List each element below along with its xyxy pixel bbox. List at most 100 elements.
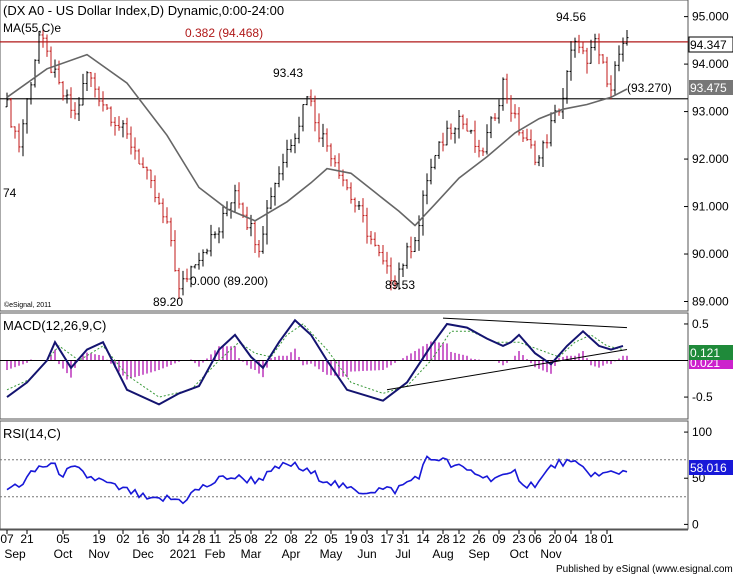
ohlc-bar [473, 120, 477, 153]
ohlc-bar [537, 155, 541, 167]
ohlc-bar [33, 59, 37, 88]
ohlc-bar [133, 137, 137, 160]
ohlc-bar [277, 166, 281, 188]
ohlc-bar [201, 249, 205, 267]
x-tick-label: 28 [436, 532, 450, 546]
x-month-label: Sep [468, 547, 490, 561]
ohlc-bar [5, 92, 9, 108]
annotation-may-low: 89.53 [385, 278, 415, 292]
ohlc-bar [457, 109, 461, 139]
ohlc-bar [25, 98, 29, 134]
ohlc-bar [513, 104, 517, 119]
ohlc-bar [185, 268, 189, 283]
ohlc-bar [449, 123, 453, 140]
ohlc-bar [105, 104, 109, 110]
x-month-label: Sep [4, 547, 26, 561]
ohlc-bar [101, 91, 105, 112]
ohlc-bar [509, 95, 513, 122]
watermark: ©eSignal, 2011 [4, 301, 52, 309]
ohlc-bar [317, 113, 321, 143]
macd-signal-line [6, 323, 624, 398]
x-tick-label: 09 [492, 532, 506, 546]
x-tick-label: 07 [0, 532, 14, 546]
ohlc-bar [121, 120, 125, 138]
ohlc-bar [221, 204, 225, 239]
ohlc-bar [525, 128, 529, 141]
ohlc-bar [613, 61, 617, 95]
ohlc-bar [89, 72, 93, 88]
x-tick-label: 25 [228, 532, 242, 546]
ohlc-bar [389, 257, 393, 291]
ohlc-bar [345, 179, 349, 191]
ohlc-bar [81, 73, 85, 106]
x-tick-label: 30 [156, 532, 170, 546]
x-tick-label: 22 [304, 532, 318, 546]
support-label: (93.270) [627, 81, 672, 95]
ohlc-bar [273, 182, 277, 206]
ohlc-bar [617, 45, 621, 72]
ohlc-bar [373, 232, 377, 247]
ohlc-bar [73, 102, 77, 120]
ohlc-bar [177, 267, 181, 299]
ohlc-bar [217, 227, 221, 244]
ohlc-bar [357, 201, 361, 211]
footer-credit: Published by eSignal (www.esignal.com) [556, 564, 733, 575]
x-tick-label: 05 [324, 532, 338, 546]
x-tick-label: 19 [92, 532, 106, 546]
ohlc-bar [609, 75, 613, 100]
ohlc-bar [293, 133, 297, 154]
ohlc-bar [621, 37, 625, 62]
macd-tag: 0.121 [690, 346, 720, 360]
x-month-label: Jun [357, 547, 376, 561]
ohlc-bar [129, 126, 133, 155]
ohlc-bar [485, 124, 489, 155]
x-month-label: Apr [282, 547, 301, 561]
ohlc-bar [533, 140, 537, 166]
x-month-label: Jul [395, 547, 410, 561]
x-tick-label: 18 [584, 532, 598, 546]
ohlc-bar [165, 207, 169, 224]
ohlc-bar [421, 190, 425, 236]
ohlc-bar [113, 117, 117, 136]
x-month-label: Mar [241, 547, 262, 561]
ohlc-bar [69, 87, 73, 119]
ohlc-bar [29, 81, 33, 105]
price-tick-label: 95.000 [692, 10, 729, 24]
ohlc-bar [369, 230, 373, 245]
x-tick-label: 23 [512, 532, 526, 546]
ohlc-bar [313, 95, 317, 132]
ma-tag: 93.475 [690, 81, 727, 95]
ohlc-bar [37, 31, 41, 64]
ohlc-bar [413, 236, 417, 253]
x-tick-label: 28 [192, 532, 206, 546]
ohlc-bar [261, 226, 265, 254]
ohlc-bar [545, 134, 549, 149]
ohlc-bar [173, 230, 177, 272]
x-tick-label: 06 [528, 532, 542, 546]
x-month-label: Aug [432, 547, 453, 561]
x-tick-label: 22 [264, 532, 278, 546]
x-tick-label: 19 [344, 532, 358, 546]
ohlc-bar [405, 242, 409, 269]
macd-trendline [386, 349, 628, 391]
x-tick-label: 05 [56, 532, 70, 546]
ohlc-bar [265, 200, 269, 245]
x-tick-label: 04 [564, 532, 578, 546]
ohlc-bar [477, 139, 481, 158]
ohlc-bar [61, 81, 65, 101]
price-tick-label: 89.000 [692, 295, 729, 309]
ohlc-bar [541, 140, 545, 168]
ohlc-bar [565, 70, 569, 104]
ohlc-bar [197, 252, 201, 270]
macd-tick-label: 0.5 [692, 317, 709, 331]
ohlc-bar [625, 29, 629, 46]
ohlc-bar [465, 118, 469, 132]
ohlc-bar [597, 33, 601, 65]
ohlc-bar [149, 169, 153, 189]
ohlc-bar [549, 112, 553, 147]
ma-tag-box [689, 80, 733, 95]
ohlc-bar [285, 139, 289, 168]
ohlc-bar [301, 104, 305, 132]
ohlc-bar [401, 263, 405, 278]
x-axis: 07 21 05 19 02 16 30 14 28 11 25 08 22 08 22 05 19 03 17 31… [0, 529, 688, 561]
